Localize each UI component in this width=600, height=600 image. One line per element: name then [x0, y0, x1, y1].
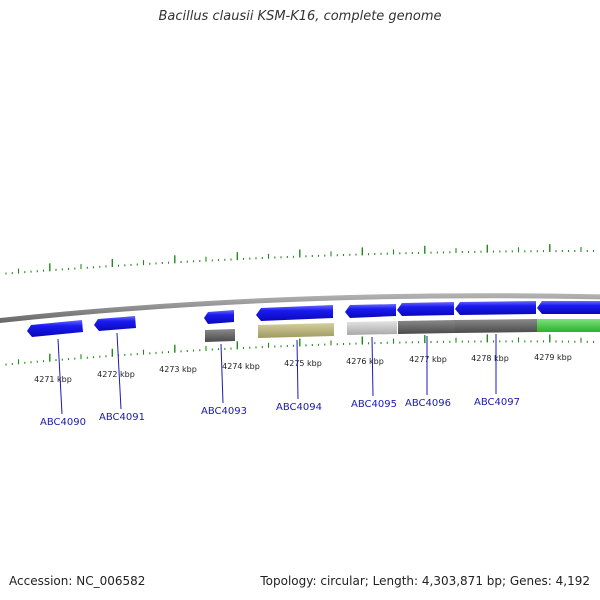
outer-scale-ticks: [5, 244, 595, 275]
gene-arrow[interactable]: [94, 316, 136, 331]
scale-label: 4278 kbp: [471, 354, 509, 363]
gene-label[interactable]: ABC4093: [201, 406, 247, 417]
scale-label: 4274 kbp: [222, 362, 260, 371]
scale-label: 4277 kbp: [409, 355, 447, 364]
scale-label: 4272 kbp: [97, 370, 135, 379]
scale-label: 4276 kbp: [346, 357, 384, 366]
scale-label: 4273 kbp: [159, 365, 197, 374]
gene-leader-lines: [57, 332, 497, 415]
genome-title: Bacillus clausii KSM-K16, complete genom…: [158, 9, 442, 24]
gene-arrow[interactable]: [256, 305, 333, 321]
gene-arrow[interactable]: [345, 304, 396, 318]
gene-label[interactable]: ABC4094: [276, 402, 322, 413]
gene-arrow[interactable]: [397, 302, 454, 316]
gene-label[interactable]: ABC4097: [474, 397, 520, 408]
scale-labels: 4271 kbp 4272 kbp 4273 kbp 4274 kbp 4275…: [34, 353, 572, 384]
inner-scale-ticks: [5, 334, 595, 366]
forward-strand-genes: [27, 301, 600, 337]
gene-arrow[interactable]: [455, 301, 536, 315]
feature-box[interactable]: [347, 321, 397, 335]
accession-label: Accession: NC_006582: [9, 574, 146, 588]
gene-label[interactable]: ABC4091: [99, 412, 145, 423]
gene-arrow[interactable]: [27, 320, 83, 337]
feature-box[interactable]: [258, 323, 334, 338]
scale-label: 4275 kbp: [284, 359, 322, 368]
gene-arrow[interactable]: [537, 301, 600, 314]
gene-labels: ABC4090 ABC4091 ABC4093 ABC4094 ABC4095 …: [40, 397, 520, 428]
gene-label[interactable]: ABC4095: [351, 399, 397, 410]
feature-box[interactable]: [455, 319, 537, 333]
genome-backbone: [0, 293, 600, 323]
feature-box[interactable]: [537, 319, 600, 332]
gene-arrow[interactable]: [204, 310, 234, 324]
gene-label[interactable]: ABC4090: [40, 417, 86, 428]
feature-track: [205, 319, 600, 342]
scale-label: 4271 kbp: [34, 375, 72, 384]
scale-label: 4279 kbp: [534, 353, 572, 362]
gene-label[interactable]: ABC4096: [405, 398, 451, 409]
feature-box[interactable]: [398, 320, 455, 334]
genome-stats-label: Topology: circular; Length: 4,303,871 bp…: [260, 574, 590, 588]
feature-box[interactable]: [205, 329, 235, 342]
